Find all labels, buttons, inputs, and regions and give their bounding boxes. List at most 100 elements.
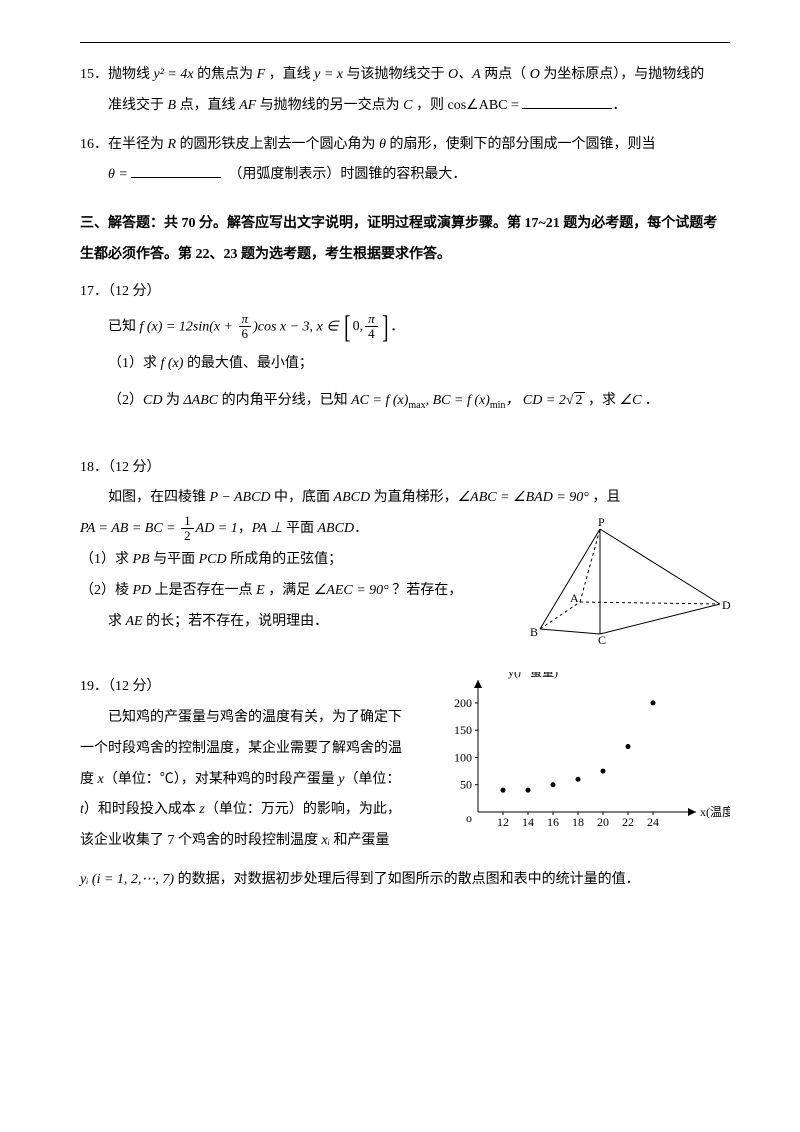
svg-text:22: 22 bbox=[622, 815, 634, 829]
q19-l1: 已知鸡的产蛋量与鸡舍的温度有关，为了确定下 bbox=[80, 703, 430, 734]
label-A: A bbox=[570, 591, 579, 605]
q19-l6b: 的数据，对数据初步处理后得到了如图所示的散点图和表中的统计量的值． bbox=[174, 872, 640, 887]
question-18: 18．（12 分） 如图，在四棱锥 P − ABCD 中，底面 ABCD 为直角… bbox=[80, 453, 730, 645]
q18-1: 1 bbox=[181, 514, 194, 529]
q19-xi: xᵢ bbox=[322, 833, 330, 848]
q17-p1fx: f (x) bbox=[161, 356, 184, 371]
q15-cos: cos∠ABC = bbox=[448, 98, 523, 113]
q16-l1c: 的扇形，使剩下的部分围成一个圆锥，则当 bbox=[386, 137, 656, 152]
q17-number: 17． bbox=[80, 284, 108, 299]
q16-l1b: 的圆形铁皮上割去一个圆心角为 bbox=[176, 137, 379, 152]
q15-B: B bbox=[168, 98, 177, 113]
q18-p2: （2）棱 PD 上是否存在一点 E ，满足 ∠AEC = 90° ？若存在， bbox=[80, 576, 500, 607]
q17-p1: （1）求 f (x) 的最大值、最小值； bbox=[80, 349, 730, 380]
q17-p1a: （1）求 bbox=[108, 356, 161, 371]
q19-l2: 一个时段鸡舍的控制温度，某企业需要了解鸡舍的温 bbox=[80, 734, 430, 765]
q15-number: 15． bbox=[80, 67, 108, 82]
q15-t4: 与该抛物线交于 bbox=[343, 67, 448, 82]
q18-p3b: 的长；若不存在，说明理由． bbox=[143, 614, 329, 629]
q18-l2c: ． bbox=[354, 521, 368, 536]
q15-l2c: 与抛物线的另一交点为 bbox=[256, 98, 403, 113]
q18-p1c: 所成角的正弦值； bbox=[227, 552, 343, 567]
q18-AE: AE bbox=[126, 614, 143, 629]
q18-p2c: ，满足 bbox=[265, 583, 314, 598]
rbracket-icon: ] bbox=[382, 314, 388, 340]
q17-BC: BC = f (x) bbox=[433, 393, 490, 408]
q18-l1d: ，且 bbox=[589, 490, 621, 505]
q18-p2a: （2）棱 bbox=[80, 583, 133, 598]
question-17: 17．（12 分） 已知 f (x) = 12sin(x + π6)cos x … bbox=[80, 277, 730, 417]
q15-AF: AF bbox=[239, 98, 256, 113]
q17-tri: ΔABC bbox=[183, 393, 218, 408]
q18-plane: 平面 bbox=[286, 521, 318, 536]
q15-t1: 抛物线 bbox=[108, 67, 154, 82]
q17-p2b: 为 bbox=[162, 393, 183, 408]
q19-l3b: （单位：℃），对某种鸡的时段产蛋量 bbox=[104, 772, 339, 787]
q18-pts: （12 分） bbox=[108, 460, 161, 475]
q17-AC: AC = f (x) bbox=[351, 393, 408, 408]
q15-t2: 的焦点为 bbox=[194, 67, 257, 82]
q18-p3: 求 AE 的长；若不存在，说明理由． bbox=[80, 607, 500, 638]
q16-theta: θ bbox=[379, 137, 386, 152]
svg-text:100: 100 bbox=[454, 751, 472, 765]
q18-ABCD2: ABCD bbox=[318, 521, 355, 536]
q18-p1: （1）求 PB 与平面 PCD 所成角的正弦值； bbox=[80, 545, 500, 576]
q15-C: C bbox=[403, 98, 412, 113]
question-19: 19．（12 分） 已知鸡的产蛋量与鸡舍的温度有关，为了确定下 一个时段鸡舍的控… bbox=[80, 672, 730, 857]
q18-l2: PA = AB = BC = 12AD = 1，PA ⊥ 平面 ABCD． bbox=[80, 514, 500, 545]
q17-interval: [ 0, π4 ] bbox=[342, 312, 390, 343]
q15-l2d: ，则 bbox=[413, 98, 448, 113]
q18-PABCD: P − ABCD bbox=[210, 490, 271, 505]
q18-row: PA = AB = BC = 12AD = 1，PA ⊥ 平面 ABCD． （1… bbox=[80, 514, 730, 644]
svg-text:16: 16 bbox=[547, 815, 559, 829]
q16-number: 16． bbox=[80, 137, 108, 152]
q16-l1a: 在半径为 bbox=[108, 137, 168, 152]
q15-F: F bbox=[257, 67, 266, 82]
question-16: 16．在半径为 R 的圆形铁皮上割去一个圆心角为 θ 的扇形，使剩下的部分围成一… bbox=[80, 130, 730, 192]
svg-text:12: 12 bbox=[497, 815, 509, 829]
q19-l3c: （单位： bbox=[344, 772, 400, 787]
q16-theta2: θ = bbox=[108, 167, 131, 182]
svg-text:200: 200 bbox=[454, 696, 472, 710]
q18-l1b: 中，底面 bbox=[271, 490, 334, 505]
label-B: B bbox=[530, 625, 538, 639]
q17-pi2: π bbox=[365, 312, 378, 327]
label-D: D bbox=[722, 598, 730, 612]
top-rule bbox=[80, 42, 730, 43]
q17-pts: （12 分） bbox=[108, 284, 161, 299]
q15-O: O bbox=[530, 67, 540, 82]
q18-p1a: （1）求 bbox=[80, 552, 133, 567]
q16-line2: θ = （用弧度制表示）时圆锥的容积最大． bbox=[80, 160, 730, 191]
q18-E: E bbox=[256, 583, 265, 598]
q17-cos: )cos x − 3, x ∈ bbox=[253, 319, 338, 334]
q17-angleC: ∠C bbox=[620, 393, 642, 408]
svg-text:14: 14 bbox=[522, 815, 534, 829]
q15-eq2: y = x bbox=[314, 67, 343, 82]
q19-l4c: （单位：万元）的影响，为此， bbox=[205, 802, 401, 817]
lbracket-icon: [ bbox=[344, 314, 350, 340]
q17-zero: 0, bbox=[353, 312, 364, 343]
q17-fx: f (x) = 12sin(x + bbox=[140, 319, 237, 334]
q17-CDeq: ， CD = 2 bbox=[505, 393, 565, 408]
q19-l5b: 和产蛋量 bbox=[330, 833, 390, 848]
q18-l2a: PA = AB = BC = bbox=[80, 521, 179, 536]
q18-ABCD: ABCD bbox=[334, 490, 371, 505]
question-15: 15．抛物线 y² = 4x 的焦点为 F ，直线 y = x 与该抛物线交于 … bbox=[80, 60, 730, 122]
q19-yi: yᵢ (i = 1, 2,⋯, 7) bbox=[80, 872, 174, 887]
q18-l2b: ， bbox=[238, 521, 252, 536]
svg-text:y(产蛋量): y(产蛋量) bbox=[508, 672, 558, 679]
q19-l4b: ）和时段投入成本 bbox=[84, 802, 200, 817]
q18-PA: PA ⊥ bbox=[252, 521, 286, 536]
q17-frac-pi6: π6 bbox=[239, 312, 252, 342]
q17-p2: （2）CD 为 ΔABC 的内角平分线，已知 AC = f (x)max, BC… bbox=[80, 386, 730, 417]
q17-6: 6 bbox=[239, 327, 252, 341]
q19-l3a: 度 bbox=[80, 772, 98, 787]
q17-period: ． bbox=[390, 319, 404, 334]
q19-l5a: 该企业收集了 7 个鸡舍的时段控制温度 bbox=[80, 833, 322, 848]
q18-ang: ∠ABC = ∠BAD = 90° bbox=[458, 490, 589, 505]
q15-blank bbox=[522, 93, 612, 108]
scatter-chart: oy(产蛋量)x(温度)5010015020012141618202224 bbox=[440, 672, 730, 842]
q17-given: 已知 f (x) = 12sin(x + π6)cos x − 3, x ∈ [… bbox=[80, 312, 730, 343]
q18-PD: PD bbox=[133, 583, 152, 598]
q19-l5: 该企业收集了 7 个鸡舍的时段控制温度 xᵢ 和产蛋量 bbox=[80, 826, 430, 857]
